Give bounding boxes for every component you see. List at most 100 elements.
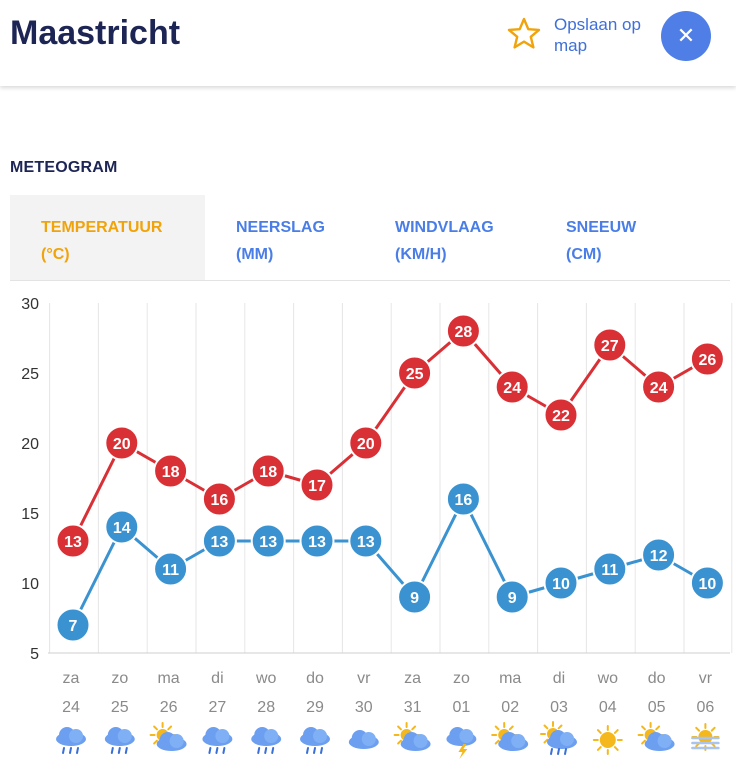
rain-drop bbox=[564, 748, 567, 755]
save-to-map-label: Opslaan op map bbox=[554, 15, 641, 55]
max-series-line bbox=[71, 329, 709, 542]
tab-unit: (CM) bbox=[566, 246, 602, 263]
sun-ray bbox=[167, 725, 173, 731]
sun-cloud-icon bbox=[149, 722, 187, 751]
min-point-marker bbox=[201, 523, 237, 559]
tab-snow[interactable]: SNEEUW (CM) bbox=[566, 195, 706, 280]
min-point-label: 13 bbox=[357, 534, 375, 551]
tab-label: SNEEUW bbox=[566, 219, 637, 236]
day-label: za bbox=[404, 670, 421, 687]
max-point-label: 25 bbox=[406, 366, 424, 383]
max-point-marker bbox=[689, 341, 725, 377]
cloud-part bbox=[313, 729, 327, 743]
cloud-shape bbox=[446, 727, 477, 746]
tab-unit: (°C) bbox=[41, 246, 70, 263]
sun-ray bbox=[508, 725, 514, 731]
cloud-shape bbox=[251, 727, 282, 746]
sun-shape bbox=[599, 732, 616, 748]
max-point: 27 bbox=[592, 327, 628, 363]
max-point: 25 bbox=[397, 355, 433, 391]
cloud-part bbox=[560, 732, 574, 746]
day-label: di bbox=[553, 670, 565, 687]
rain-drop bbox=[257, 747, 261, 754]
save-to-map-button[interactable]: Opslaan op map bbox=[506, 14, 656, 60]
min-point-marker bbox=[543, 565, 579, 601]
temperature-chart: 30 25 20 15 10 5 13 20 18 16 18 17 20 25 28 24 22 27 24 26 7… bbox=[21, 296, 733, 759]
max-point-marker bbox=[299, 467, 335, 503]
min-point-marker bbox=[445, 481, 481, 517]
day-label: do bbox=[306, 670, 324, 687]
rain-icon bbox=[202, 727, 233, 754]
max-point-label: 22 bbox=[552, 408, 570, 425]
y-tick-label: 5 bbox=[30, 646, 39, 663]
close-button[interactable]: ✕ bbox=[661, 11, 711, 61]
cloud-shape bbox=[202, 727, 233, 746]
rain-icon bbox=[300, 727, 330, 754]
rain-drop bbox=[69, 747, 72, 754]
sun-ray bbox=[641, 739, 646, 745]
min-point-marker bbox=[299, 523, 335, 559]
rain-drop bbox=[264, 747, 268, 754]
rain-drop bbox=[222, 747, 226, 754]
sun-icon bbox=[592, 725, 623, 755]
cloud-shape bbox=[644, 732, 675, 751]
tab-label: TEMPERATUUR bbox=[41, 219, 163, 236]
cloud-shape bbox=[300, 727, 330, 746]
max-point-label: 18 bbox=[259, 464, 277, 481]
day-label: ma bbox=[157, 670, 179, 687]
max-point-label: 16 bbox=[211, 492, 229, 509]
tab-label: NEERSLAG bbox=[236, 219, 325, 236]
rain-drop bbox=[550, 748, 553, 755]
cloud-shape bbox=[56, 727, 86, 746]
rain-drop bbox=[110, 747, 114, 754]
min-point-marker bbox=[250, 523, 286, 559]
min-point-label: 9 bbox=[508, 590, 517, 607]
max-point-marker bbox=[201, 481, 237, 517]
max-point-label: 27 bbox=[601, 338, 619, 355]
y-axis: 30 25 20 15 10 5 bbox=[21, 296, 39, 663]
min-point-label: 9 bbox=[410, 590, 419, 607]
tab-wind-gust[interactable]: WINDVLAAG (KM/H) bbox=[395, 195, 535, 280]
max-point: 20 bbox=[348, 425, 384, 461]
min-point: 7 bbox=[55, 607, 91, 643]
date-label: 29 bbox=[306, 699, 324, 716]
tab-precipitation[interactable]: NEERSLAG (MM) bbox=[236, 195, 376, 280]
max-point-marker bbox=[592, 327, 628, 363]
max-point: 24 bbox=[641, 369, 677, 405]
min-point: 10 bbox=[543, 565, 579, 601]
day-label: wo bbox=[255, 670, 277, 687]
max-point-marker bbox=[543, 397, 579, 433]
max-point: 26 bbox=[689, 341, 725, 377]
max-point-label: 20 bbox=[113, 436, 131, 453]
rain-drop bbox=[271, 747, 275, 754]
y-tick-label: 15 bbox=[21, 506, 39, 523]
max-point-label: 13 bbox=[64, 534, 82, 551]
sun-ray bbox=[695, 726, 701, 732]
sun-ray bbox=[641, 725, 646, 731]
thunderstorm-icon bbox=[446, 727, 477, 759]
tab-temperature[interactable]: TEMPERATUUR (°C) bbox=[10, 195, 205, 280]
sun-ray bbox=[596, 746, 602, 751]
sun-ray bbox=[557, 724, 563, 730]
sun-ray bbox=[613, 746, 619, 751]
lightning-bolt bbox=[458, 744, 468, 759]
sun-ray bbox=[153, 739, 158, 745]
max-point-marker bbox=[250, 453, 286, 489]
min-point: 13 bbox=[299, 523, 335, 559]
rain-icon bbox=[251, 727, 282, 754]
max-point-label: 20 bbox=[357, 436, 375, 453]
min-point: 11 bbox=[592, 551, 628, 587]
max-point: 13 bbox=[55, 523, 91, 559]
max-point: 24 bbox=[494, 369, 530, 405]
cloud-part bbox=[361, 732, 376, 746]
rain-drop bbox=[557, 748, 560, 755]
rain-icon bbox=[104, 727, 135, 754]
min-point-label: 14 bbox=[113, 520, 131, 537]
max-point: 18 bbox=[153, 453, 189, 489]
meteogram-title: METEOGRAM bbox=[10, 159, 118, 176]
date-label: 05 bbox=[648, 699, 666, 716]
date-label: 26 bbox=[160, 699, 178, 716]
min-point-label: 13 bbox=[308, 534, 326, 551]
min-point-marker bbox=[641, 537, 677, 573]
cloud-shape bbox=[498, 732, 529, 751]
